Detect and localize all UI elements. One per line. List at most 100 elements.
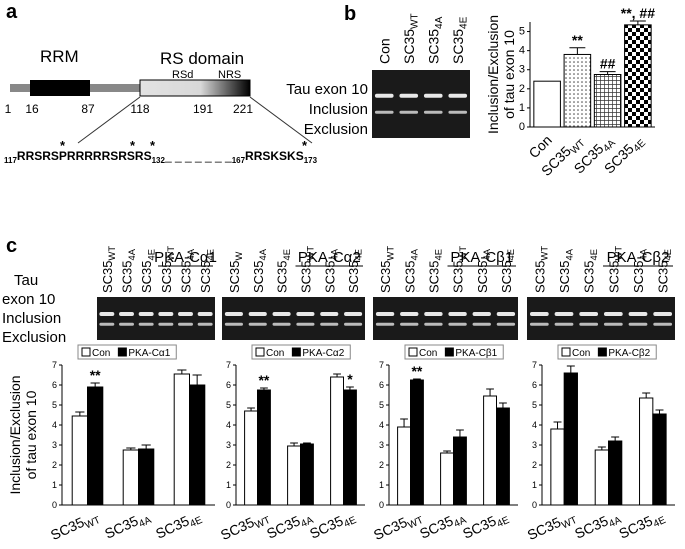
- gel-band: [320, 312, 339, 317]
- lane-label: SC354A: [631, 248, 648, 293]
- gel-band: [248, 322, 267, 326]
- row-label: Inclusion: [2, 310, 61, 327]
- gel-image: [527, 297, 675, 340]
- y-tick-label: 2: [52, 460, 57, 470]
- bar: [453, 436, 467, 506]
- phospho-star: *: [150, 138, 156, 153]
- bar: [533, 80, 561, 128]
- lane-label: SC35WT: [451, 246, 468, 293]
- y-tick-label: 2: [226, 460, 231, 470]
- lane-label: SC354E: [656, 249, 673, 293]
- bar: [330, 376, 345, 506]
- x-tick-label: SC35WT: [48, 507, 102, 546]
- gel-band: [197, 312, 213, 317]
- lane-label: SC35WT: [532, 246, 549, 293]
- y-tick-label: 0: [519, 121, 525, 133]
- y-tick-label: 1: [379, 480, 384, 490]
- y-tick-label: 5: [532, 400, 537, 410]
- legend-swatch: [444, 347, 454, 357]
- legend-label: Con: [92, 348, 110, 359]
- gel-band: [529, 322, 549, 326]
- lane-label: Con: [376, 38, 392, 64]
- y-tick-label: 6: [52, 380, 57, 390]
- rs-domain: [139, 79, 251, 97]
- y-tick-label: 3: [519, 64, 525, 76]
- row-label: exon 10: [2, 291, 55, 308]
- gel-band: [344, 312, 363, 317]
- gel-band: [296, 312, 315, 317]
- row-label: Exclusion: [304, 121, 368, 138]
- legend-label: PKA-Cα1: [128, 348, 170, 359]
- bar: [173, 373, 190, 506]
- y-tick-label: 7: [379, 360, 384, 370]
- lane-label: SC35W: [227, 251, 244, 293]
- gel-band: [119, 312, 134, 317]
- gel-band: [224, 312, 243, 317]
- lane-label: SC35WT: [378, 246, 395, 293]
- lane-label: SC354E: [198, 249, 215, 293]
- bar: [483, 395, 498, 506]
- gel-band: [554, 312, 574, 317]
- lane-label: SC354A: [120, 248, 137, 293]
- x-tick-label: SC354E: [460, 507, 511, 545]
- panel-label: c: [6, 235, 17, 257]
- lane-label: SC354E: [275, 249, 292, 293]
- legend-swatch: [291, 347, 301, 357]
- significance: **: [90, 367, 101, 383]
- position: 191: [193, 102, 213, 116]
- x-tick-label: SC354E: [616, 507, 667, 545]
- phospho-star: *: [60, 138, 66, 153]
- sequence-segment: RRSRSPRRRRRSRSRS: [17, 149, 152, 163]
- bar: [138, 448, 155, 506]
- gel-band: [529, 312, 549, 317]
- gel-band: [375, 312, 395, 317]
- lane-label: SC354A: [402, 248, 419, 293]
- y-tick-label: 1: [519, 102, 525, 114]
- row-label: Inclusion: [309, 101, 368, 118]
- gel-band: [399, 110, 419, 114]
- y-tick-label: 4: [519, 45, 525, 57]
- rsd-label: RSd: [172, 69, 193, 81]
- lane-label: SC35WT: [401, 13, 421, 64]
- bar: [300, 443, 314, 506]
- y-axis-label: of tau exon 10: [501, 30, 517, 119]
- legend-label: Con: [419, 348, 437, 359]
- gel-band: [138, 312, 154, 317]
- gel-band: [603, 322, 623, 326]
- bar: [87, 386, 104, 506]
- legend-label: Con: [572, 348, 590, 359]
- gel-band: [399, 93, 419, 98]
- y-tick-label: 6: [532, 380, 537, 390]
- y-tick-label: 0: [226, 500, 231, 510]
- lane-label: SC35WT: [100, 246, 117, 293]
- gel-band: [579, 312, 599, 317]
- y-tick-label: 4: [532, 420, 537, 430]
- gel-band: [178, 312, 193, 317]
- bar: [343, 389, 357, 506]
- gel-band: [448, 93, 468, 98]
- y-tick-label: 2: [519, 83, 525, 95]
- legend-frame: [404, 344, 504, 360]
- gel-band: [99, 322, 115, 326]
- y-tick-label: 3: [52, 440, 57, 450]
- gel-band: [272, 322, 291, 326]
- bar: [624, 24, 652, 128]
- bar: [563, 372, 578, 506]
- gel-band: [224, 322, 243, 326]
- gel-band: [628, 312, 648, 317]
- position: 1: [5, 102, 12, 116]
- y-tick-label: 5: [519, 26, 525, 38]
- bar: [639, 397, 654, 506]
- lane-label: SC354E: [582, 249, 599, 293]
- gel-band: [374, 110, 394, 114]
- gel-image: [373, 297, 518, 340]
- y-tick-label: 1: [532, 480, 537, 490]
- legend-swatch: [597, 347, 607, 357]
- zoom-line: [77, 96, 141, 144]
- gel-band: [448, 322, 467, 326]
- gel-band: [448, 312, 467, 317]
- x-tick-label: SC354A: [572, 507, 623, 545]
- gel-image: [97, 297, 215, 340]
- group-label: PKA-Cβ2: [607, 249, 670, 266]
